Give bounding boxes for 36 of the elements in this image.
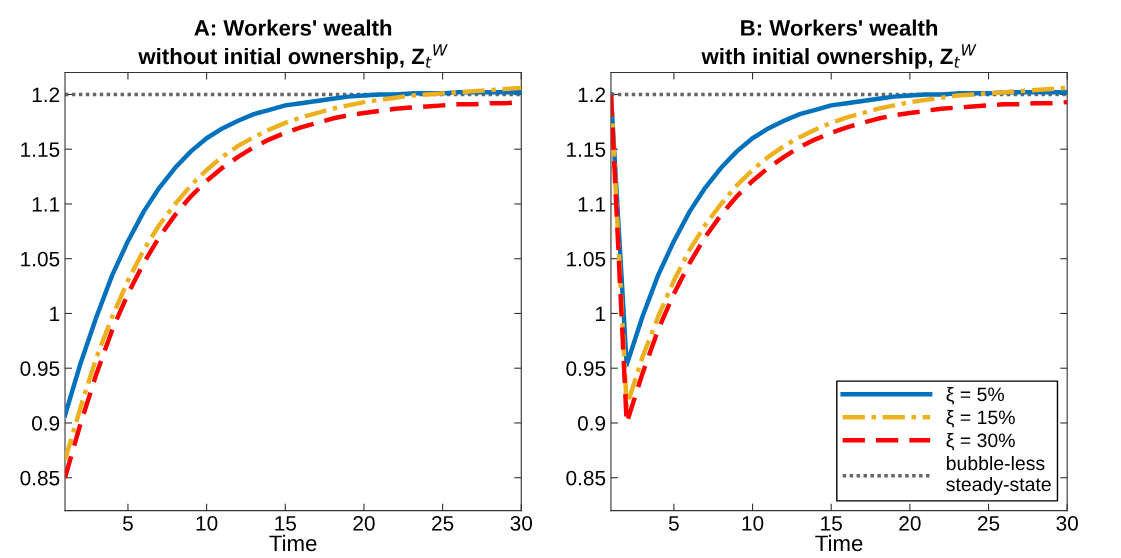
y-tick-label: 0.95 [566, 361, 606, 376]
legend-label: ξ = 30% [946, 432, 1015, 451]
chart-title: B: Workers' wealth with initial ownership, Z$_{t}$$^{W}$ [701, 19, 977, 69]
y-tick-label: 1.2 [578, 87, 606, 102]
x-tick-label: 10 [742, 515, 764, 531]
y-tick-label: 0.9 [32, 415, 60, 431]
y-tick-label: 1.1 [578, 197, 606, 212]
x-tick-label: 10 [196, 515, 218, 531]
y-tick-label: 1 [596, 306, 606, 322]
x-tick-label: 20 [353, 515, 375, 531]
x-tick-label: 15 [275, 516, 296, 531]
y-tick-label: 0.9 [577, 415, 606, 431]
y-tick-label: 0.85 [566, 470, 606, 486]
y-tick-label: 1.05 [567, 251, 606, 267]
y-tick-label: 0.95 [20, 361, 60, 376]
y-tick-label: 1 [50, 306, 60, 322]
y-tick-label: 1.15 [21, 142, 60, 157]
y-tick-label: 0.85 [20, 470, 60, 486]
x-tick-label: 25 [977, 515, 1000, 531]
x-axis-title: Time [815, 534, 863, 552]
x-tick-label: 20 [899, 515, 921, 531]
x-tick-label: 15 [821, 516, 842, 531]
y-tick-label: 1.05 [21, 251, 60, 267]
y-tick-label: 1.2 [32, 87, 60, 102]
chart-title: A: Workers' wealth without initial ownership, Z$_{t}$$^{W}$ [138, 19, 448, 69]
legend-label: ξ = 5% [946, 386, 1004, 405]
y-tick-label: 1.1 [32, 197, 60, 212]
x-tick-label: 5 [122, 516, 133, 531]
legend-label: bubble-less steady-state [946, 455, 1051, 496]
y-tick-label: 1.15 [567, 142, 606, 157]
x-tick-label: 5 [668, 516, 679, 531]
x-tick-label: 25 [432, 515, 454, 531]
x-tick-label: 30 [510, 515, 533, 531]
legend-label: ξ = 15% [946, 409, 1015, 428]
x-axis-title: Time [269, 534, 317, 552]
x-tick-label: 30 [1056, 515, 1078, 531]
